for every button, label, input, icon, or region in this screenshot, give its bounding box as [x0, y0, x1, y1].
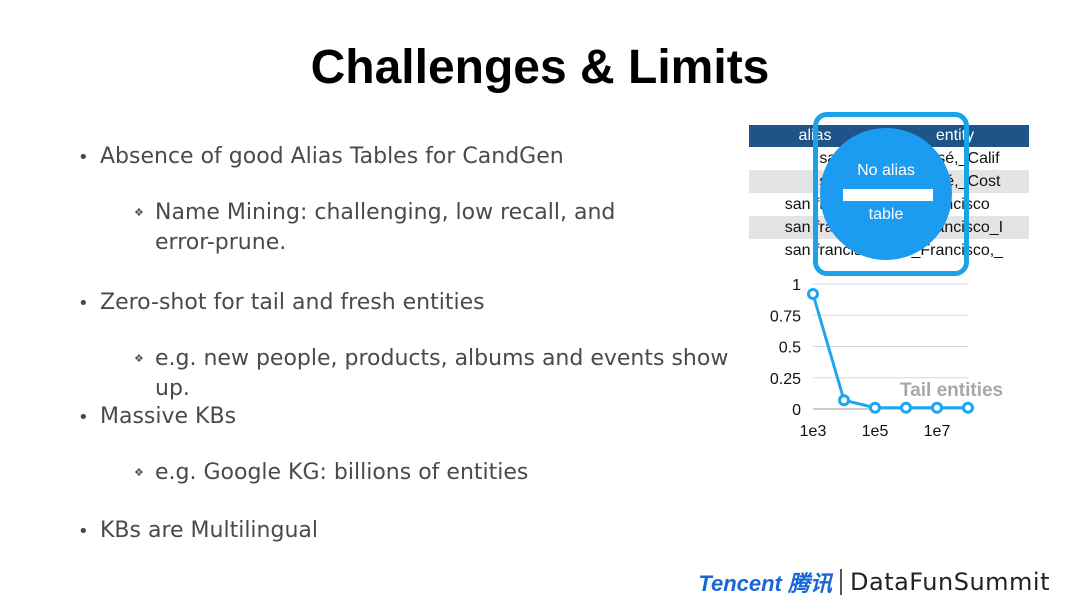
series-points — [807, 288, 974, 414]
bullet-text: Massive KBs — [100, 404, 237, 429]
sub-bullet-item: ❖ Name Mining: challenging, low recall, … — [134, 198, 615, 258]
callout-strike-bar — [843, 189, 933, 201]
bullet-text: KBs are Multilingual — [100, 518, 318, 543]
tail-entity-chart: 0 0.25 0.5 0.75 1 1e3 1e5 1e7 Tail entities — [770, 277, 1003, 440]
y-tick-label: 0.25 — [770, 371, 801, 388]
x-tick-label: 1e5 — [862, 423, 889, 440]
data-point — [807, 288, 819, 300]
sub-bullet-line: e.g. new people, products, albums and ev… — [155, 346, 729, 401]
bullet-text: Zero-shot for tail and fresh entities — [100, 290, 485, 315]
bullet-item: • Massive KBs — [78, 404, 236, 429]
x-tick-labels: 1e3 1e5 1e7 — [800, 423, 951, 440]
diamond-bullet-icon: ❖ — [134, 466, 144, 479]
diamond-bullet-icon: ❖ — [134, 352, 144, 365]
data-point — [900, 401, 912, 414]
callout-text-line2: table — [868, 206, 904, 223]
y-tick-label: 0.5 — [779, 340, 801, 357]
bullet-item: • KBs are Multilingual — [78, 518, 318, 543]
diamond-bullet-icon: ❖ — [134, 206, 144, 219]
data-point — [838, 394, 850, 407]
footer-brand: Tencent 腾讯 DataFunSummit — [698, 566, 1050, 598]
highlight-frame — [813, 112, 969, 276]
sub-bullet-line: Name Mining: challenging, low recall, an… — [155, 200, 616, 225]
tencent-logo: Tencent 腾讯 — [698, 571, 832, 596]
y-tick-label: 0 — [792, 402, 801, 419]
y-tick-label: 1 — [792, 277, 801, 294]
data-point — [962, 401, 974, 414]
bullet-dot-icon: • — [78, 407, 89, 428]
sub-bullet-item: ❖ e.g. new people, products, albums and … — [134, 344, 768, 404]
x-tick-label: 1e3 — [800, 423, 827, 440]
bullet-item: • Absence of good Alias Tables for CandGe… — [78, 144, 564, 169]
data-point — [931, 401, 943, 414]
bullet-dot-icon: • — [78, 521, 89, 542]
x-tick-label: 1e7 — [924, 423, 951, 440]
bullet-text: Absence of good Alias Tables for CandGen — [100, 144, 564, 169]
slide-title: Challenges & Limits — [310, 41, 770, 94]
bullet-dot-icon: • — [78, 147, 89, 168]
sub-bullet-line: e.g. Google KG: billions of entities — [155, 460, 529, 485]
data-point — [869, 401, 881, 414]
bullet-item: • Zero-shot for tail and fresh entities — [78, 290, 485, 315]
sub-bullet-line: error-prune. — [155, 230, 287, 255]
callout-text-line1: No alias — [857, 162, 915, 179]
y-tick-label: 0.75 — [770, 308, 801, 325]
y-tick-labels: 0 0.25 0.5 0.75 1 — [770, 277, 801, 419]
bullet-dot-icon: • — [78, 293, 89, 314]
tail-entities-annotation: Tail entities — [900, 380, 1003, 401]
footer-divider — [840, 569, 842, 595]
datafunsummit-logo: DataFunSummit — [850, 568, 1050, 596]
sub-bullet-item: ❖ e.g. Google KG: billions of entities — [134, 458, 528, 488]
